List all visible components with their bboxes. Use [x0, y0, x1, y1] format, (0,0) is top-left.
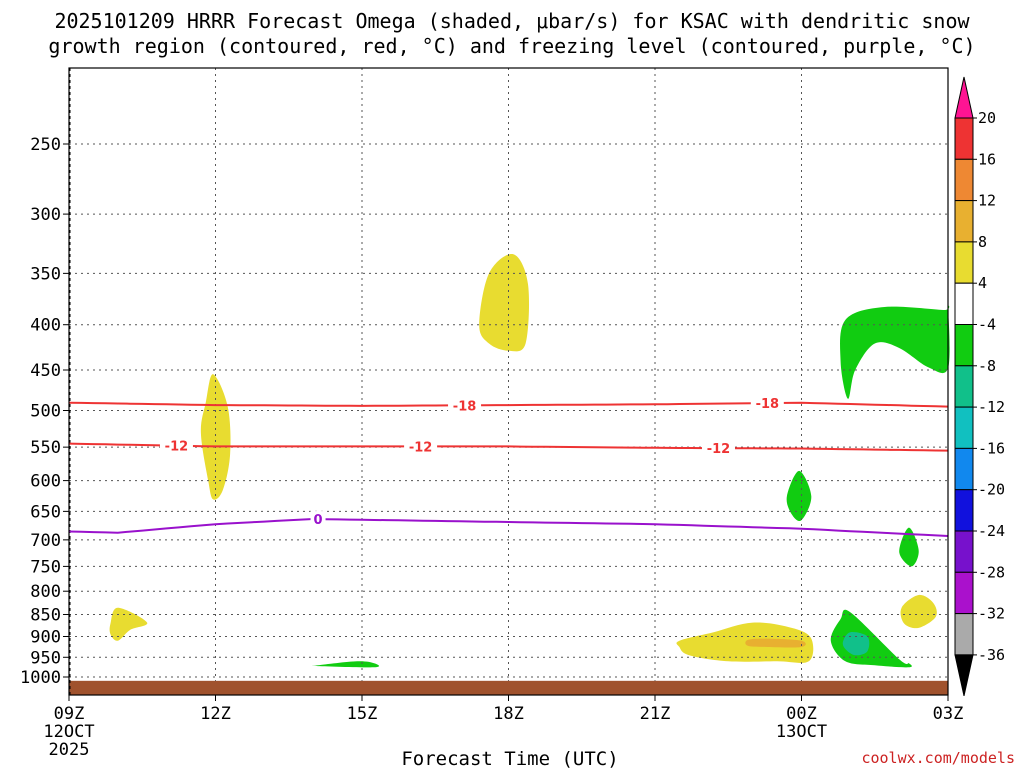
contour-label-dgz-minus-12-2: -12 [707, 442, 731, 457]
ground-fill [69, 680, 948, 695]
chart-title-line2: growth region (contoured, red, °C) and f… [48, 34, 975, 58]
colorbar-segment-11 [954, 571, 974, 615]
colorbar-segment-8 [954, 447, 974, 491]
omega-region-upper-yellow-cell [479, 253, 530, 352]
omega-region-orange-core [745, 638, 806, 648]
x-tick-label-12Z: 12Z [200, 704, 231, 724]
colorbar-segment-6 [954, 365, 974, 408]
colorbar-segment-0 [954, 117, 974, 160]
contour-label-bg [404, 438, 438, 455]
colorbar-segment-7 [954, 406, 974, 449]
temperature-contours: -18 -18 -12 -12 -12 0 [68, 395, 949, 537]
y-tick-label-800: 800 [30, 582, 61, 602]
x-tick-date-00Z: 13OCT [776, 722, 827, 742]
colorbar-label-8: -16 [978, 439, 1005, 457]
y-tick-label-650: 650 [30, 502, 61, 522]
contour-label-freezing-level-0-0: 0 [314, 513, 323, 528]
omega-region-green-cell-00z [786, 470, 812, 522]
contour-label-dgz-minus-18-1: -18 [756, 397, 780, 412]
contour-label-bg [701, 440, 735, 457]
y-tick-label-350: 350 [30, 264, 61, 284]
y-tick-label-1000: 1000 [20, 668, 61, 688]
y-tick-label-250: 250 [30, 135, 61, 155]
y-tick-label-950: 950 [30, 648, 61, 668]
contour-label-dgz-minus-12-1: -12 [409, 440, 433, 455]
colorbar-segment-1 [954, 158, 974, 202]
colorbar-segment-2 [954, 200, 974, 243]
y-tick-label-500: 500 [30, 402, 61, 422]
contour-label-bg [310, 511, 326, 528]
colorbar-label-10: -24 [978, 522, 1005, 540]
colorbar-bottom-triangle [954, 654, 974, 697]
colorbar-label-9: -20 [978, 481, 1005, 499]
omega-region-upper-green-cell [840, 305, 950, 399]
colorbar-label-1: 16 [978, 150, 996, 168]
colorbar-top-triangle [954, 76, 974, 119]
colorbar-label-2: 12 [978, 192, 996, 210]
contour-dgz-minus-18 [68, 401, 949, 408]
x-tick-label-00Z: 00Z [786, 704, 817, 724]
colorbar-segment-9 [954, 489, 974, 532]
ground-surface [69, 680, 948, 695]
omega-region-teal-core [842, 631, 870, 656]
omega-shading [109, 253, 950, 668]
y-tick-label-450: 450 [30, 361, 61, 381]
omega-region-small-green-cell [899, 527, 919, 567]
omega-region-small-yellow-cell [900, 594, 937, 629]
colorbar-segment-3 [954, 241, 974, 284]
contour-label-bg [159, 437, 193, 454]
contour-label-dgz-minus-18-0: -18 [453, 399, 477, 414]
y-tick-label-300: 300 [30, 205, 61, 225]
y-tick-label-850: 850 [30, 606, 61, 626]
grid [69, 68, 948, 695]
colorbar-label-3: 8 [978, 233, 987, 251]
x-tick-label-03Z: 03Z [933, 704, 964, 724]
colorbar-segment-4 [954, 282, 974, 326]
colorbar: 20 16 12 8 4 -4 -8 -12 -16 -20 -24 -28 -32 -36 [954, 76, 1005, 697]
x-tick-year-09Z: 2025 [49, 740, 90, 760]
x-tick-label-09Z: 09Z [54, 704, 85, 724]
contour-label-bg [750, 395, 784, 412]
colorbar-label-0: 20 [978, 109, 996, 127]
colorbar-label-5: -4 [978, 316, 996, 334]
y-tick-label-900: 900 [30, 627, 61, 647]
omega-region-low-yellow-cell-right [676, 622, 814, 663]
colorbar-label-6: -8 [978, 357, 996, 375]
pressure-axis: 2503003504004505005506006507007508008509… [20, 135, 69, 688]
y-tick-label-550: 550 [30, 438, 61, 458]
y-tick-label-400: 400 [30, 316, 61, 336]
colorbar-label-4: 4 [978, 274, 987, 292]
contour-label-dgz-minus-12-0: -12 [165, 440, 189, 455]
contour-dgz-minus-12 [68, 442, 949, 452]
contour-label-bg [448, 397, 482, 414]
y-tick-label-600: 600 [30, 472, 61, 492]
omega-region-green-cell-15z [312, 661, 380, 668]
colorbar-label-12: -32 [978, 605, 1005, 623]
colorbar-segment-12 [954, 613, 974, 656]
colorbar-label-13: -36 [978, 646, 1005, 664]
y-tick-label-700: 700 [30, 531, 61, 551]
x-axis-label: Forecast Time (UTC) [401, 748, 618, 768]
colorbar-segment-10 [954, 530, 974, 573]
y-tick-label-750: 750 [30, 557, 61, 577]
colorbar-label-11: -28 [978, 563, 1005, 581]
x-tick-date-09Z: 12OCT [43, 722, 94, 742]
omega-region-lower-green-cell [830, 609, 912, 668]
colorbar-label-7: -12 [978, 398, 1005, 416]
x-tick-label-21Z: 21Z [640, 704, 671, 724]
contour-freezing-level-0 [68, 517, 949, 537]
colorbar-segment-5 [954, 324, 974, 367]
omega-region-low-yellow-cell-left [109, 607, 148, 641]
x-tick-label-18Z: 18Z [493, 704, 524, 724]
chart-title-line1: 2025101209 HRRR Forecast Omega (shaded, … [54, 9, 970, 33]
x-tick-label-15Z: 15Z [347, 704, 378, 724]
credit-link[interactable]: coolwx.com/models [861, 749, 1015, 767]
